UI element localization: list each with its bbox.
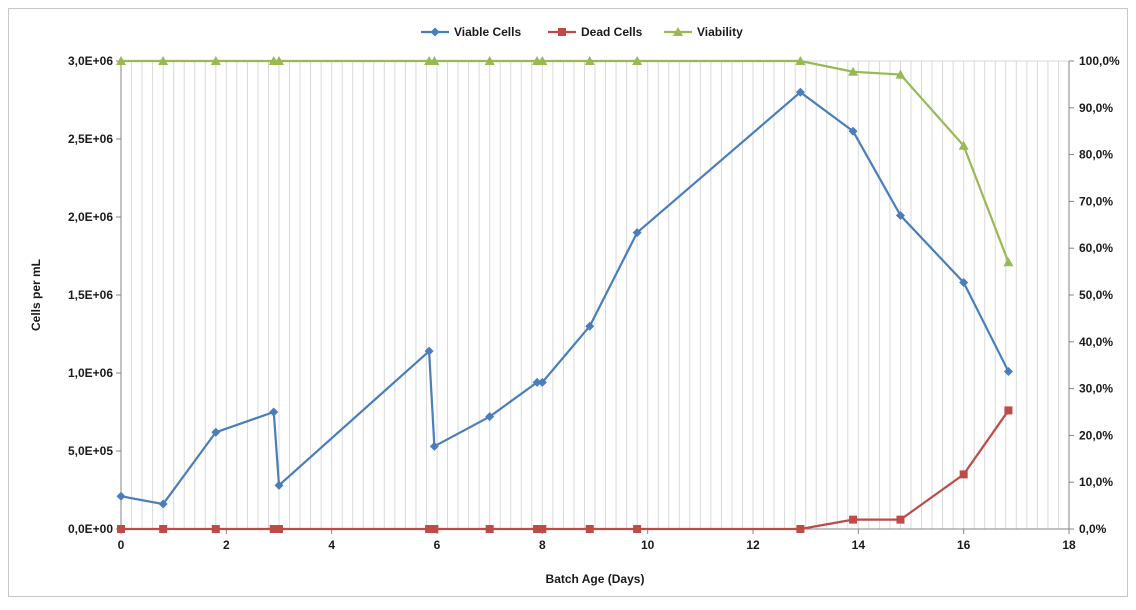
data-point-viability (1003, 257, 1014, 267)
axes: 0 2 4 6 8 10 12 14 16 18 0,0E+00 5,0E+05 1,0E+06 1,5E… (68, 54, 1120, 552)
data-point-dead-cells (538, 525, 547, 533)
x-tick-label: 8 (539, 538, 546, 552)
legend-marker-viable-cells (430, 27, 440, 37)
data-point-viable-cells (116, 491, 126, 501)
data-point-viability (429, 56, 440, 65)
y-tick-label: 1,5E+06 (68, 288, 113, 302)
data-point-viable-cells (424, 346, 434, 356)
x-tick-label: 2 (223, 538, 230, 552)
legend-label-viability: Viability (697, 25, 743, 39)
data-point-dead-cells (849, 515, 858, 524)
x-tick-label: 6 (434, 538, 441, 552)
data-point-viability (537, 56, 548, 65)
data-point-viable-cells (269, 407, 279, 417)
data-point-viable-cells (795, 87, 805, 97)
data-point-viability (158, 56, 169, 65)
y2-tick-label: 20,0% (1079, 428, 1113, 442)
y2-tick-label: 60,0% (1079, 241, 1113, 255)
x-tick-label: 0 (118, 538, 125, 552)
data-point-viable-cells (485, 412, 495, 422)
x-tick-label: 12 (746, 538, 760, 552)
y-tick-label: 1,0E+06 (68, 366, 113, 380)
x-tick-label: 14 (852, 538, 866, 552)
data-point-viability (848, 66, 859, 76)
data-point-dead-cells (485, 525, 494, 533)
y-tick-label: 2,0E+06 (68, 210, 113, 224)
data-point-dead-cells (269, 525, 278, 533)
data-point-dead-cells (533, 525, 542, 533)
legend-label-dead-cells: Dead Cells (581, 25, 643, 39)
series-viability (116, 56, 1014, 267)
series-dead-cells (117, 406, 1013, 533)
y2-tick-label: 0,0% (1079, 522, 1107, 536)
legend-item-viable-cells: Viable Cells (421, 25, 521, 39)
x-axis-title: Batch Age (Days) (546, 572, 645, 586)
y-tick-label: 3,0E+06 (68, 54, 113, 68)
data-point-viability (958, 140, 969, 150)
data-point-viability (116, 56, 126, 65)
data-point-viable-cells (211, 427, 221, 437)
data-point-viable-cells (1003, 366, 1013, 376)
data-point-dead-cells (159, 525, 168, 533)
data-point-viability (584, 56, 595, 65)
y2-tick-label: 30,0% (1079, 382, 1113, 396)
data-point-dead-cells (1004, 406, 1013, 415)
data-point-dead-cells (211, 525, 220, 533)
data-point-viable-cells (537, 377, 547, 387)
data-point-viable-cells (895, 210, 905, 220)
y-tick-label: 2,5E+06 (68, 132, 113, 146)
y2-tick-label: 90,0% (1079, 101, 1113, 115)
x-tick-label: 10 (641, 538, 655, 552)
data-point-dead-cells (585, 525, 594, 533)
data-point-dead-cells (796, 525, 805, 533)
data-point-viable-cells (848, 126, 858, 136)
data-point-dead-cells (633, 525, 642, 533)
data-point-viability (484, 56, 495, 65)
y2-tick-label: 80,0% (1079, 148, 1113, 162)
legend-marker-dead-cells (558, 28, 566, 36)
series-layer (116, 56, 1014, 533)
x-tick-label: 18 (1062, 538, 1076, 552)
legend-marker-viability (673, 27, 683, 36)
data-point-viable-cells (429, 441, 439, 451)
legend-item-dead-cells: Dead Cells (548, 25, 643, 39)
data-point-dead-cells (425, 525, 434, 533)
data-point-viable-cells (532, 377, 542, 387)
grid-lines (121, 60, 1069, 529)
y2-tick-label: 70,0% (1079, 194, 1113, 208)
outer-frame (8, 8, 1128, 597)
data-point-viable-cells (585, 321, 595, 331)
x-tick-label: 4 (328, 538, 335, 552)
data-point-viability (895, 69, 906, 79)
y-tick-label: 5,0E+05 (68, 444, 113, 458)
y-tick-label: 0,0E+00 (68, 522, 113, 536)
data-point-viable-cells (632, 228, 642, 238)
series-viable-cells (116, 87, 1013, 509)
data-point-viability (632, 56, 643, 65)
data-point-dead-cells (959, 470, 968, 479)
data-point-viable-cells (158, 499, 168, 509)
y2-tick-label: 10,0% (1079, 475, 1113, 489)
legend-item-viability: Viability (664, 25, 743, 39)
data-point-dead-cells (117, 525, 125, 533)
y2-tick-label: 100,0% (1079, 54, 1120, 68)
data-point-viability (795, 56, 806, 65)
x-tick-label: 16 (957, 538, 971, 552)
data-point-dead-cells (275, 525, 283, 533)
data-point-viability (274, 56, 284, 65)
y2-tick-label: 40,0% (1079, 335, 1113, 349)
data-point-dead-cells (896, 515, 905, 524)
data-point-viability (210, 56, 221, 65)
data-point-viable-cells (274, 480, 284, 490)
y-axis-title: Cells per mL (29, 259, 43, 331)
data-point-viable-cells (959, 278, 969, 288)
y2-tick-label: 50,0% (1079, 288, 1113, 302)
legend-label-viable-cells: Viable Cells (454, 25, 521, 39)
legend: Viable Cells Dead Cells Viability (421, 25, 743, 39)
data-point-dead-cells (430, 525, 439, 533)
